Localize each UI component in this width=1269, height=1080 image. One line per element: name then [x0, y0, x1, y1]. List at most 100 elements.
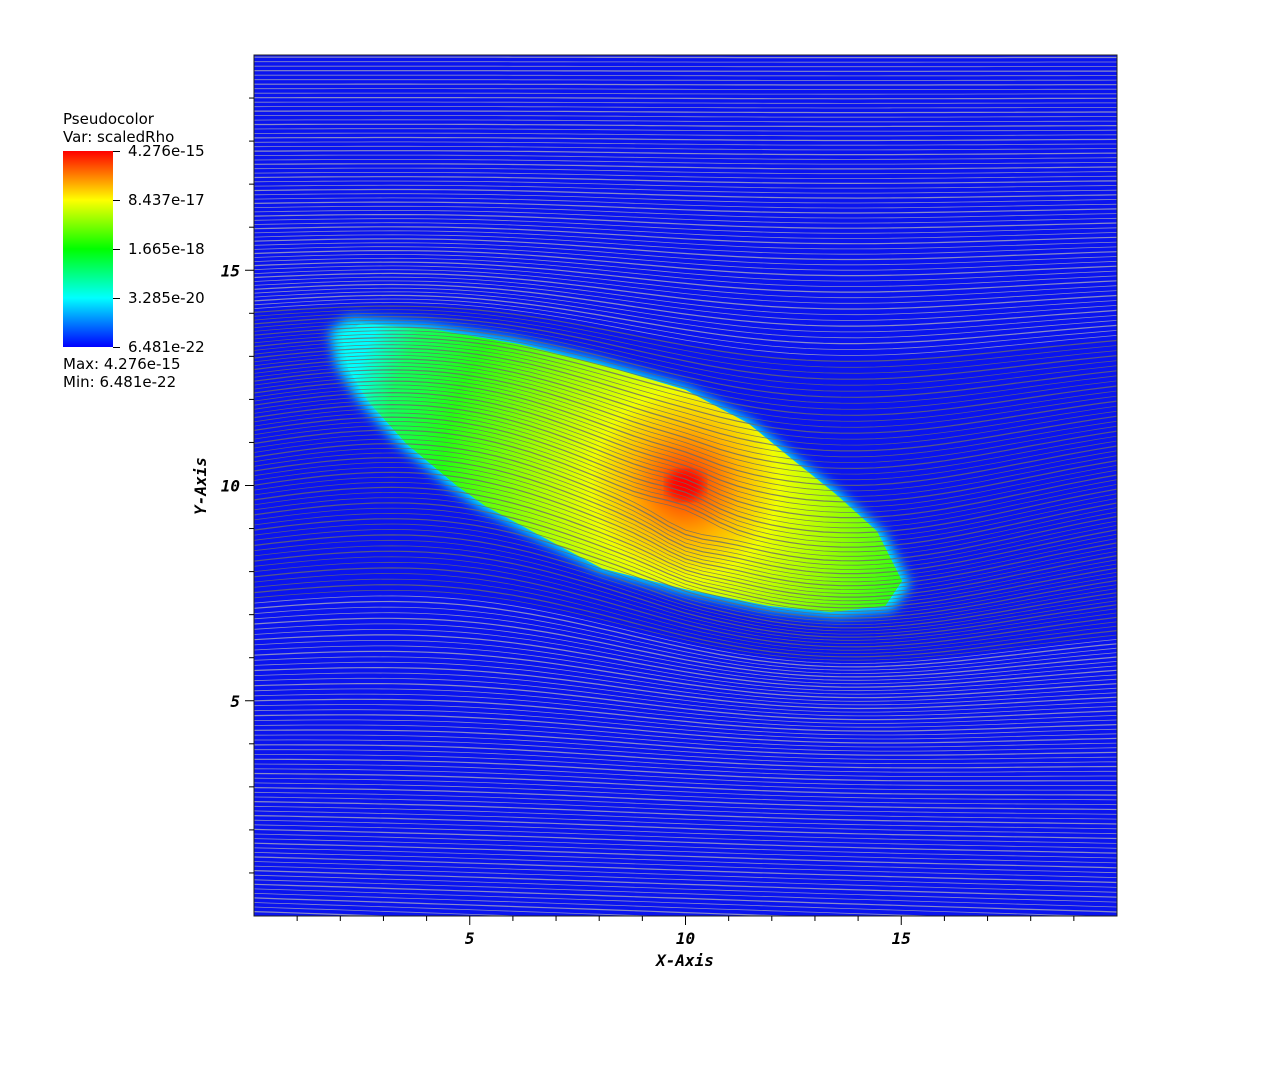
streamline: [254, 79, 1117, 81]
streamline: [254, 838, 1117, 864]
streamlines: [254, 56, 1117, 916]
streamline: [254, 640, 1117, 692]
streamline: [254, 763, 1117, 786]
streamline: [254, 309, 1117, 368]
streamline: [254, 70, 1117, 72]
streamline: [254, 749, 1117, 773]
streamline: [254, 739, 1117, 764]
streamline: [254, 420, 1117, 539]
streamline: [254, 92, 1117, 95]
streamline: [254, 512, 1117, 616]
streamline: [254, 856, 1117, 884]
streamline: [254, 758, 1117, 782]
x-tick-label: 10: [676, 929, 695, 948]
streamline: [254, 201, 1117, 214]
streamline: [254, 362, 1117, 458]
streamline: [254, 902, 661, 916]
streamline: [254, 294, 1117, 345]
colorbar: [63, 151, 113, 347]
streamline: [254, 805, 1117, 830]
streamline: [254, 115, 1117, 118]
streamline: [254, 534, 1117, 629]
streamline: [254, 833, 1117, 859]
streamline: [254, 291, 1117, 339]
streamline: [254, 523, 1117, 622]
streamline: [254, 502, 1117, 609]
streamline: [254, 261, 1117, 293]
streamline: [254, 354, 1117, 446]
streamline: [254, 347, 1117, 434]
y-axis-ticks: 5 10 15: [221, 97, 254, 874]
streamline: [254, 128, 1117, 132]
streamline: [254, 486, 1117, 598]
colorbar-tick-label: 6.481e-22: [128, 338, 205, 356]
y-tick-label: 15: [221, 261, 240, 280]
streamline: [254, 589, 1117, 661]
streamline: [254, 772, 1117, 796]
streamline: [254, 254, 1117, 282]
streamline: [254, 650, 1117, 699]
streamline: [254, 180, 1117, 189]
streamline: [254, 476, 1117, 591]
streamline: [254, 617, 1117, 678]
colorbar-tick-label: 3.285e-20: [128, 289, 205, 307]
streamline: [254, 337, 1117, 416]
streamline: [254, 883, 1117, 913]
streamline: [254, 416, 1117, 534]
streamline: [254, 528, 1117, 625]
streamline: [254, 159, 1117, 165]
colorbar-tick-mark: [113, 249, 120, 250]
streamline: [254, 365, 1117, 463]
streamline: [254, 567, 1117, 648]
x-tick-label: 15: [892, 929, 911, 948]
streamline: [254, 376, 1117, 481]
streamline: [254, 425, 1117, 543]
streamline: [254, 141, 1117, 146]
x-tick-label: 5: [465, 929, 475, 948]
streamline: [254, 242, 1117, 266]
streamline: [254, 852, 1117, 878]
streamline: [254, 61, 1117, 63]
streamline: [254, 380, 1117, 487]
streamline: [254, 184, 1117, 194]
streamline: [254, 573, 1117, 651]
streamline: [254, 305, 1117, 362]
streamline: [254, 672, 1117, 713]
streamline: [254, 556, 1117, 641]
streamline: [254, 870, 1117, 898]
streamline: [254, 861, 1117, 888]
streamline: [254, 447, 1117, 566]
streamline: [254, 714, 1117, 744]
streamline: [254, 287, 1117, 333]
streamline: [254, 791, 1117, 815]
streamline: [254, 893, 945, 916]
streamline: [254, 865, 1117, 893]
streamline: [254, 810, 1117, 835]
legend-max: Max: 4.276e-15: [63, 355, 181, 373]
streamline: [254, 847, 1117, 874]
streamline: [254, 246, 1117, 271]
streamline: [254, 452, 1117, 570]
streamline: [254, 136, 1117, 142]
streamline: [254, 466, 1117, 583]
streamline: [254, 828, 1117, 854]
streamline: [254, 123, 1117, 128]
streamline: [254, 796, 1117, 820]
streamline: [254, 373, 1117, 475]
streamline: [254, 391, 1117, 503]
streamline: [254, 539, 1117, 632]
streamline: [254, 645, 1117, 695]
streamline: [254, 74, 1117, 77]
streamline: [254, 777, 1117, 801]
streamline: [254, 754, 1117, 778]
streamline: [254, 584, 1117, 658]
streamline: [254, 163, 1117, 170]
y-tick-label: 10: [221, 477, 240, 496]
streamline: [254, 214, 1117, 229]
streamline: [254, 369, 1117, 470]
streamline: [254, 545, 1117, 635]
streamline: [254, 257, 1117, 287]
streamline: [254, 787, 1117, 811]
streamline: [254, 606, 1117, 671]
streamline: [254, 561, 1117, 644]
